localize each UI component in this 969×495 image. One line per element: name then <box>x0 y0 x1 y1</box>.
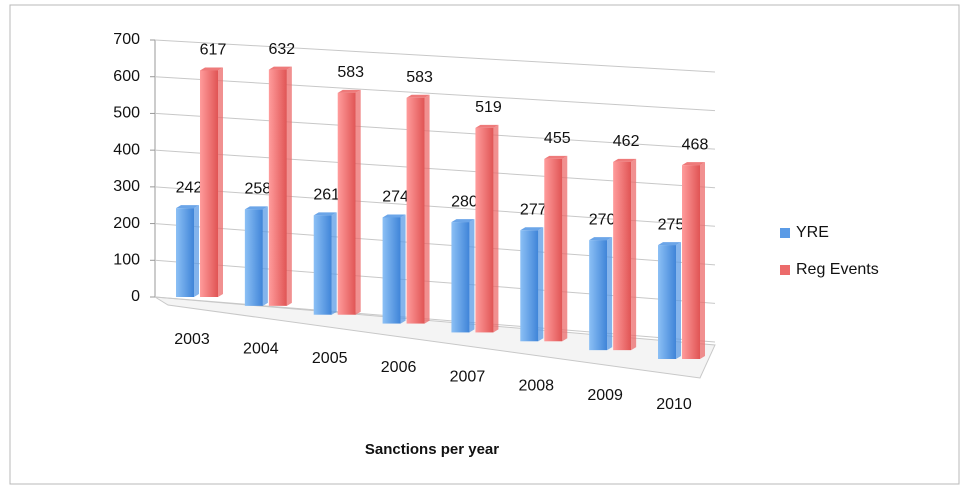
bar-side <box>262 206 268 306</box>
x-tick-label: 2005 <box>312 350 348 367</box>
bar <box>682 165 700 359</box>
bar-top <box>451 219 475 223</box>
data-label: 583 <box>337 64 364 81</box>
bar-top <box>337 89 361 93</box>
y-tick-label: 600 <box>113 68 140 85</box>
bar-side <box>469 219 475 333</box>
bar <box>475 127 494 333</box>
data-label: 583 <box>406 69 433 86</box>
bar-side <box>538 227 544 342</box>
bar-top <box>475 124 499 128</box>
bar <box>613 161 632 351</box>
bar <box>589 240 608 351</box>
data-label: 277 <box>520 201 547 218</box>
bar-side <box>331 212 337 315</box>
bar-side <box>562 155 568 342</box>
bar <box>382 217 401 324</box>
bar-top <box>382 214 406 218</box>
bar-side <box>700 162 705 359</box>
bar-side <box>424 94 430 324</box>
bar-side <box>218 67 223 297</box>
bar <box>313 215 332 315</box>
bar-side <box>607 237 613 351</box>
bar-top <box>313 212 337 216</box>
data-label: 280 <box>451 193 478 210</box>
legend-swatch <box>780 228 790 238</box>
grid-line <box>154 76 716 112</box>
data-label: 617 <box>200 42 227 59</box>
x-tick-label: 2010 <box>656 396 692 413</box>
bar <box>337 92 356 315</box>
bar <box>658 245 676 359</box>
data-label: 455 <box>544 130 571 147</box>
data-label: 275 <box>658 216 685 233</box>
bar-side <box>676 242 681 359</box>
bar-top <box>658 242 681 246</box>
bar-side <box>355 89 361 315</box>
y-tick-label: 100 <box>113 252 140 269</box>
bar-side <box>493 124 499 333</box>
x-tick-label: 2003 <box>174 331 210 348</box>
y-tick-label: 200 <box>113 215 140 232</box>
data-label: 468 <box>682 136 709 153</box>
y-tick-label: 700 <box>113 31 140 48</box>
x-tick-label: 2004 <box>243 341 279 358</box>
bar <box>520 230 539 342</box>
bar <box>176 208 194 297</box>
x-tick-label: 2007 <box>450 368 486 385</box>
data-label: 270 <box>589 211 616 228</box>
bar-side <box>631 158 637 351</box>
bar-top <box>682 162 705 166</box>
legend-label: YRE <box>796 224 829 241</box>
grid-line <box>154 112 716 150</box>
bar-top <box>520 227 544 231</box>
bar-top <box>589 237 613 241</box>
x-tick-label: 2008 <box>518 378 554 395</box>
y-tick-label: 0 <box>131 288 140 305</box>
bar-top <box>200 67 223 71</box>
grid-line <box>154 39 716 73</box>
bar <box>244 209 263 306</box>
y-tick-label: 500 <box>113 105 140 122</box>
data-label: 632 <box>269 41 296 58</box>
bar <box>406 97 425 324</box>
y-tick-label: 300 <box>113 178 140 195</box>
legend-swatch <box>780 265 790 275</box>
bar <box>200 70 218 297</box>
data-label: 242 <box>176 179 203 196</box>
x-tick-label: 2006 <box>381 359 417 376</box>
bar-side <box>400 214 406 324</box>
bar <box>544 158 563 342</box>
x-tick-label: 2009 <box>587 387 623 404</box>
bar-top <box>613 158 637 162</box>
chart-title: Sanctions per year <box>365 441 499 458</box>
bar-top <box>176 205 199 209</box>
data-label: 519 <box>475 99 502 116</box>
bar-top <box>268 66 292 70</box>
bar-side <box>194 205 199 297</box>
bar-side <box>286 66 292 306</box>
bar-top <box>244 206 268 210</box>
bar <box>268 69 287 306</box>
y-tick-label: 400 <box>113 141 140 158</box>
bar-top <box>406 94 430 98</box>
legend-label: Reg Events <box>796 261 879 278</box>
data-label: 258 <box>245 181 272 198</box>
data-label: 462 <box>613 133 640 150</box>
bar-top <box>544 155 568 159</box>
bar <box>451 222 470 333</box>
data-label: 261 <box>313 187 340 204</box>
data-label: 274 <box>382 189 409 206</box>
